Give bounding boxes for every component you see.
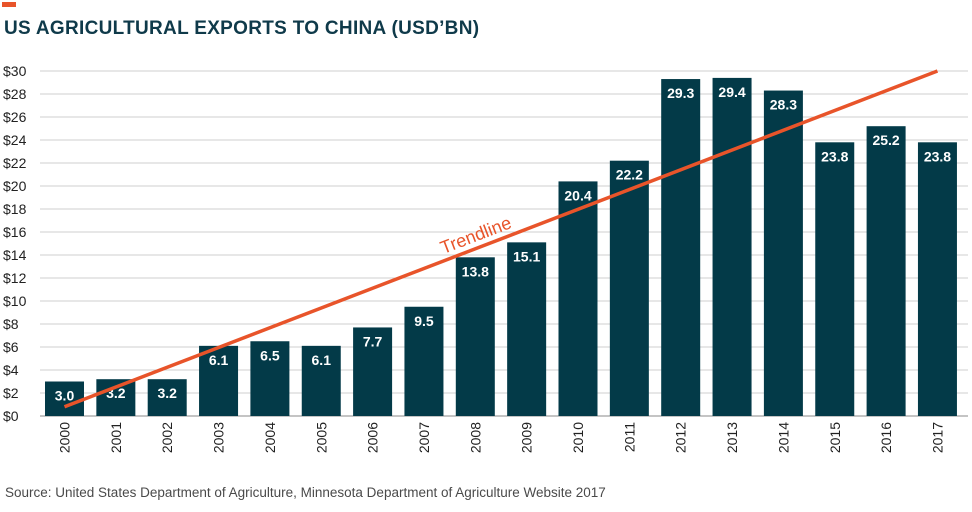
data-label: 9.5 [414,313,434,329]
y-tick-label: $16 [3,224,27,240]
data-label: 29.3 [667,85,694,101]
x-tick-label: 2015 [827,422,843,453]
bar [609,160,649,416]
y-tick-label: $8 [3,316,19,332]
bar [661,79,701,417]
bar [763,90,803,417]
bar [199,345,239,416]
x-tick-label: 2004 [262,422,278,453]
bars [45,77,957,417]
x-tick-label: 2005 [313,422,329,453]
source-note: Source: United States Department of Agri… [5,485,606,500]
bar [147,379,187,416]
y-axis-ticks: $0 $2 $4 $6 $8 $10 $12 $14 $16 $18 $20 $22 $24 $26 $28… [3,63,27,424]
x-tick-label: 2017 [929,422,945,453]
data-label: 6.1 [312,352,332,368]
bar [301,345,341,416]
y-tick-label: $22 [3,155,27,171]
data-label: 15.1 [513,248,540,264]
data-label: 22.2 [616,167,643,183]
x-tick-label: 2013 [724,422,740,453]
data-label: 3.0 [55,388,75,404]
x-tick-label: 2012 [673,422,689,453]
y-tick-label: $12 [3,270,27,286]
y-tick-label: $26 [3,109,27,125]
accent-mark [2,2,16,7]
bar [404,306,444,416]
x-tick-label: 2000 [57,422,73,453]
bar [558,181,598,416]
y-tick-label: $6 [3,339,19,355]
y-tick-label: $14 [3,247,27,263]
data-label: 23.8 [924,148,951,164]
data-label: 3.2 [157,385,177,401]
x-tick-label: 2009 [519,422,535,453]
bar [353,327,393,416]
y-tick-label: $30 [3,63,27,79]
y-tick-label: $24 [3,132,27,148]
x-axis-ticks: 2000 2001 2002 2003 2004 2005 2006 2007 2008 2009… [57,422,946,453]
y-tick-label: $20 [3,178,27,194]
y-tick-label: $4 [3,362,19,378]
data-labels: 3.0 3.2 3.26.1 6.5 6.17.79.513.815.120.422.2… [55,84,952,404]
trendline [63,69,939,409]
x-tick-label: 2016 [878,422,894,453]
x-tick-label: 2010 [570,422,586,453]
data-label: 25.2 [872,132,899,148]
bar [45,381,84,416]
data-label: 7.7 [363,333,383,349]
data-label: 6.1 [209,352,229,368]
x-tick-label: 2006 [365,422,381,453]
data-label: 13.8 [462,263,489,279]
x-tick-label: 2002 [159,422,175,453]
y-tick-label: $18 [3,201,27,217]
x-tick-label: 2014 [775,422,791,453]
bar [815,142,855,417]
data-label: 6.5 [260,347,280,363]
chart-title: US AGRICULTURAL EXPORTS TO CHINA (USD’BN… [4,18,480,39]
y-tick-label: $28 [3,86,27,102]
gridlines [40,70,968,417]
x-tick-label: 2001 [108,422,124,453]
bar [712,77,752,417]
trendline-group: Trendline [63,69,939,409]
data-label: 28.3 [770,97,797,113]
x-tick-label: 2003 [211,422,227,453]
data-label: 29.4 [718,84,745,100]
y-tick-label: $10 [3,293,27,309]
data-label: 20.4 [564,187,591,203]
x-tick-label: 2007 [416,422,432,453]
bar [250,341,290,416]
bar [507,242,547,416]
bar [866,126,906,416]
trendline-label: Trendline [438,212,515,257]
bar [917,142,957,417]
y-tick-label: $2 [3,385,19,401]
x-tick-label: 2008 [467,422,483,453]
bar [455,257,495,416]
x-tick-label: 2011 [621,422,637,452]
data-label: 23.8 [821,148,848,164]
y-tick-label: $0 [3,408,19,424]
